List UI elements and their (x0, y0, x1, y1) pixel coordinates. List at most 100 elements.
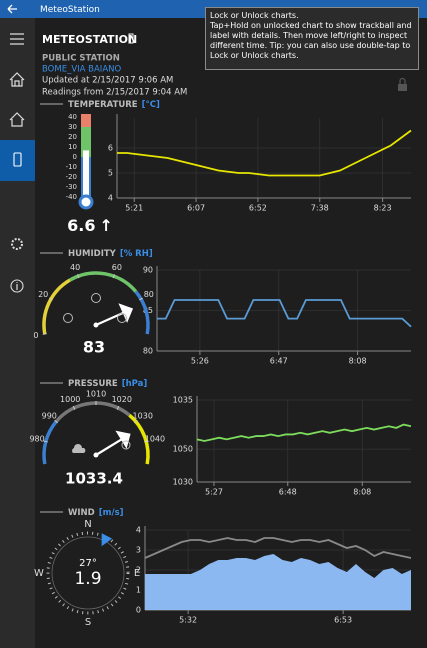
gauge-tick-label: 0 (73, 153, 77, 161)
x-tick-label: 6:48 (279, 488, 297, 497)
compass-point: E (134, 568, 140, 579)
y-tick-label: 4 (108, 194, 113, 203)
gauge-tick-label: 20 (38, 290, 48, 299)
current-value: 1033.4 (65, 470, 123, 488)
section-heading: WIND [m/s] (68, 508, 124, 518)
line (196, 423, 412, 442)
weather-icon (121, 440, 131, 450)
y-tick-label: 1030 (173, 478, 193, 487)
trend-arrow: ↑ (99, 216, 112, 235)
gauge-tick-label: 1020 (112, 395, 132, 404)
dial-tick (144, 440, 149, 443)
dial-arc (134, 290, 150, 335)
current-value: 1.9 (74, 569, 101, 589)
lock-body (398, 84, 407, 91)
line (144, 537, 412, 559)
current-value: 83 (83, 338, 105, 357)
gauge-tick-label: 20 (68, 133, 77, 141)
weather-icon (72, 444, 86, 453)
tooltip-text: Tap+Hold on unlocked chart to show track… (210, 21, 412, 60)
section-heading: TEMPERATURE [°C] (68, 100, 160, 110)
back-button[interactable] (7, 4, 17, 14)
gauge-tick-label: 0 (33, 331, 38, 340)
tube-mild (81, 127, 91, 157)
y-tick-label: 1 (136, 586, 141, 595)
area (145, 554, 411, 610)
dial-tick (43, 440, 48, 443)
app-title: MeteoStation (40, 5, 100, 15)
section-unit: [°C] (142, 100, 160, 110)
gauge-tick-label: 40 (68, 113, 77, 121)
direction-label: 27° (79, 558, 97, 569)
section-unit: [% RH] (120, 249, 153, 259)
x-tick-label: 5:32 (179, 616, 197, 625)
needle-hub (93, 322, 99, 328)
compass-ring (46, 531, 130, 615)
section-name: WIND (68, 508, 95, 518)
info-button[interactable] (10, 279, 24, 293)
dial-arc (128, 413, 150, 465)
readings-time: Readings from 2/15/2017 9:04 AM (42, 88, 187, 98)
station-icon (13, 152, 22, 167)
dial-tick (54, 419, 59, 424)
gauge-tick-label: 60 (112, 263, 122, 272)
y-tick-label: 90 (143, 266, 153, 275)
section-heading: HUMIDITY [% RH] (68, 249, 153, 259)
settings-button[interactable] (11, 238, 23, 250)
x-tick-label: 8:23 (374, 204, 392, 213)
comfort-icon (117, 313, 127, 323)
x-tick-label: 8:08 (349, 357, 367, 366)
line (117, 129, 412, 177)
station-name[interactable]: BOME_VIA BAIANO (42, 65, 121, 75)
section-name: TEMPERATURE (68, 100, 138, 110)
temperature-level (83, 150, 89, 201)
title-icon (128, 33, 134, 44)
dial-arc (54, 401, 131, 423)
gauge-tick-label: 10 (68, 143, 77, 151)
x-tick-label: 5:21 (125, 204, 143, 213)
selected-item[interactable] (0, 140, 35, 181)
station-type: PUBLIC STATION (42, 54, 120, 64)
stations-button[interactable] (9, 72, 25, 87)
gauge-tick-label: 80 (144, 290, 154, 299)
dial-arc (69, 271, 138, 293)
menu-button[interactable] (10, 33, 24, 45)
dial-arc (42, 420, 58, 465)
home-button[interactable] (9, 112, 25, 127)
y-tick-label: 6 (108, 144, 113, 153)
gauge-tick-label: 990 (42, 411, 57, 420)
dial-tick (139, 297, 144, 301)
tooltip: Lock or Unlock charts. Tap+Hold on unloc… (205, 7, 419, 70)
compass-point: W (34, 568, 44, 579)
dial-tick (77, 274, 80, 279)
section-unit: [m/s] (99, 508, 124, 518)
section-name: PRESSURE (68, 379, 118, 389)
sidebar (0, 18, 35, 648)
gauge-tick-label: 1040 (145, 435, 165, 444)
dial-tick (42, 333, 47, 335)
temperature-value: 6.6 (67, 216, 95, 235)
gauge-tick-label: -40 (66, 193, 77, 201)
x-tick-label: 6:52 (249, 204, 267, 213)
y-tick-label: 1050 (173, 445, 193, 454)
dial-arc (42, 278, 71, 335)
y-tick-label: 0 (136, 606, 141, 615)
line (157, 299, 412, 328)
y-tick-label: 1035 (173, 396, 193, 405)
gauge-tick-label: -30 (66, 183, 77, 191)
gauge-tick-label: -10 (66, 163, 77, 171)
comfort-icon (91, 293, 101, 303)
x-tick-label: 5:26 (191, 357, 209, 366)
dial-tick (133, 419, 138, 424)
needle-hub (93, 452, 99, 458)
section-unit: [hPa] (122, 379, 148, 389)
dial-tick (72, 405, 76, 410)
needle-head (115, 430, 131, 449)
gauge-tick-label: 1000 (60, 395, 80, 404)
compass-point: N (84, 519, 91, 530)
gauge-tick-label: -20 (66, 173, 77, 181)
lock-button[interactable] (398, 77, 407, 92)
lock-shackle (399, 77, 406, 84)
current-value: 6.6 ↑ (67, 216, 113, 235)
dial-tick (112, 274, 115, 279)
